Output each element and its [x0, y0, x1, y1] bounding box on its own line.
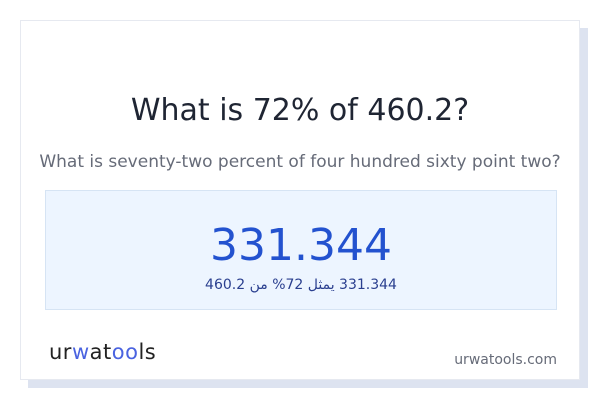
- logo-text-accent: oo: [111, 340, 139, 364]
- page-subtitle: What is seventy-two percent of four hund…: [39, 152, 561, 172]
- arabic-statement: 331.344 يمثل 72% من 460.2: [205, 277, 397, 293]
- logo-text-accent: w: [71, 340, 90, 364]
- result-card: What is 72% of 460.2? What is seventy-tw…: [20, 20, 580, 380]
- urwatools-logo[interactable]: urwatools: [49, 340, 156, 364]
- result-box: 331.344 331.344 يمثل 72% من 460.2: [45, 190, 557, 310]
- logo-text: at: [89, 340, 112, 364]
- page-title: What is 72% of 460.2?: [130, 93, 470, 128]
- logo-text: ls: [138, 340, 157, 364]
- site-link[interactable]: urwatools.com: [454, 352, 557, 368]
- result-value: 331.344: [210, 220, 392, 271]
- logo-text: ur: [49, 340, 72, 364]
